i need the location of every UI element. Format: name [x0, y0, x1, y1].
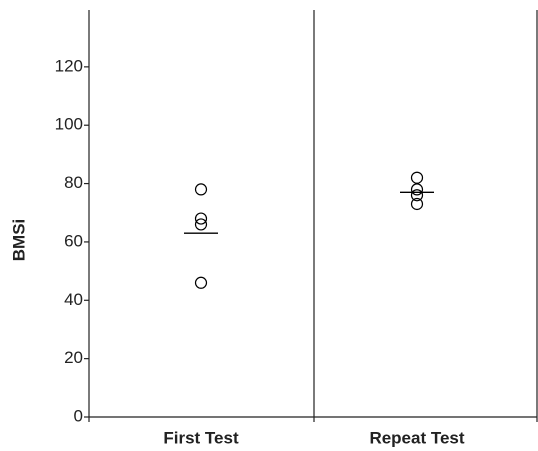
y-tick-label: 100	[55, 115, 83, 134]
data-point	[194, 218, 208, 231]
y-tick-label: 120	[55, 56, 83, 75]
data-point	[410, 197, 424, 211]
data-point	[410, 189, 424, 202]
data-point	[410, 171, 424, 184]
y-tick-label: 80	[64, 173, 83, 192]
data-point	[194, 276, 208, 289]
y-tick-label: 20	[64, 348, 83, 367]
x-tick-label: First Test	[163, 428, 239, 447]
y-tick-label: 40	[64, 290, 83, 309]
y-axis-label: BMSi	[9, 219, 28, 262]
data-point	[194, 212, 208, 225]
data-point	[410, 183, 424, 196]
y-tick-label: 0	[74, 406, 83, 425]
x-tick-label: Repeat Test	[369, 428, 464, 447]
data-point	[194, 183, 208, 196]
y-tick-label: 60	[64, 231, 83, 250]
